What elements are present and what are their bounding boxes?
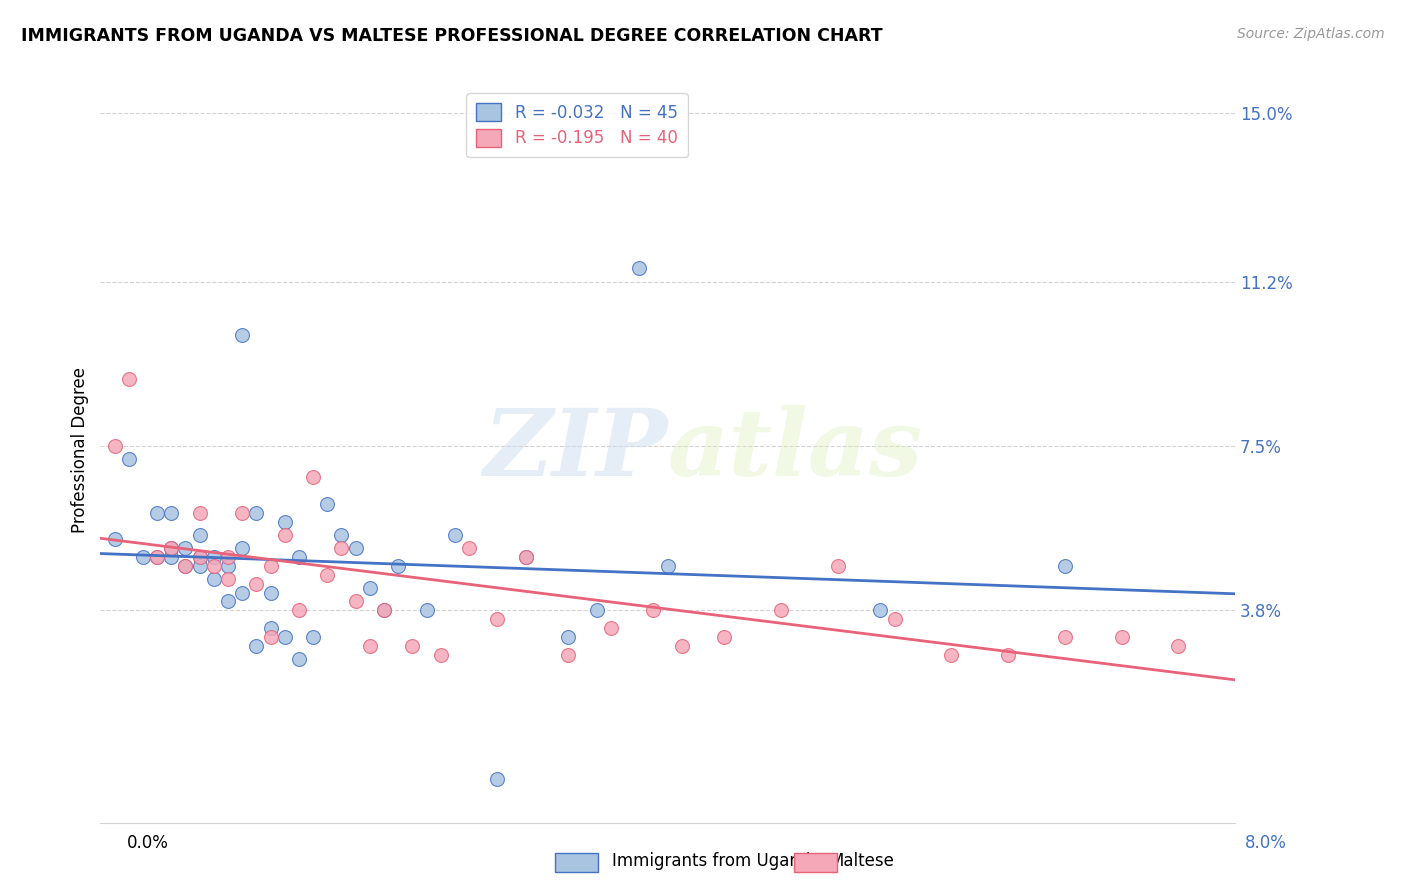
Point [188,549,211,564]
Point [359,639,381,653]
Text: ZIP: ZIP [484,406,668,495]
Point [415,603,437,617]
Point [1111,630,1133,644]
Point [217,572,239,586]
Point [231,506,253,520]
Point [302,630,325,644]
Point [486,772,509,786]
Point [941,648,963,662]
Point [515,549,537,564]
Point [146,549,169,564]
Point [160,549,183,564]
Point [274,515,297,529]
Point [373,603,395,617]
Text: atlas: atlas [668,406,922,495]
Point [585,603,607,617]
Point [827,558,849,573]
Point [217,594,239,608]
Point [274,630,297,644]
Point [288,549,311,564]
Point [245,639,267,653]
Point [557,648,579,662]
Point [330,541,353,556]
Point [344,541,367,556]
Point [557,630,579,644]
Point [997,648,1019,662]
Point [373,603,395,617]
Point [713,630,735,644]
Point [1053,630,1076,644]
Point [259,585,281,599]
Point [657,558,679,573]
Point [174,541,197,556]
Point [245,506,267,520]
Point [869,603,891,617]
Point [160,541,183,556]
Point [330,528,353,542]
Point [202,549,225,564]
Point [444,528,467,542]
Point [316,497,339,511]
Point [231,328,253,343]
Point [103,533,125,547]
Text: IMMIGRANTS FROM UGANDA VS MALTESE PROFESSIONAL DEGREE CORRELATION CHART: IMMIGRANTS FROM UGANDA VS MALTESE PROFES… [21,27,883,45]
Point [486,612,509,626]
Point [259,621,281,635]
Point [628,261,651,276]
Point [643,603,665,617]
Point [316,567,339,582]
Point [429,648,451,662]
Point [174,558,197,573]
Point [600,621,623,635]
Point [245,576,267,591]
Text: Immigrants from Uganda: Immigrants from Uganda [612,852,820,870]
Point [160,541,183,556]
Text: Maltese: Maltese [830,852,894,870]
Point [274,528,297,542]
Point [671,639,693,653]
Point [344,594,367,608]
Point [202,558,225,573]
Text: Source: ZipAtlas.com: Source: ZipAtlas.com [1237,27,1385,41]
Point [132,549,155,564]
Point [231,585,253,599]
Point [1053,558,1076,573]
Point [231,541,253,556]
Point [1167,639,1189,653]
Point [103,439,125,453]
Point [146,549,169,564]
Point [174,558,197,573]
Point [188,528,211,542]
Point [359,581,381,595]
Point [217,549,239,564]
Text: 8.0%: 8.0% [1244,834,1286,852]
Point [118,372,141,386]
Point [146,506,169,520]
Point [288,603,311,617]
Point [458,541,481,556]
Point [515,549,537,564]
Legend: R = -0.032   N = 45, R = -0.195   N = 40: R = -0.032 N = 45, R = -0.195 N = 40 [467,94,688,157]
Point [259,630,281,644]
Point [401,639,423,653]
Point [202,572,225,586]
Point [217,558,239,573]
Point [387,558,409,573]
Point [160,506,183,520]
Point [118,452,141,467]
Point [883,612,905,626]
Text: 0.0%: 0.0% [127,834,169,852]
Point [188,558,211,573]
Point [259,558,281,573]
Point [188,549,211,564]
Point [770,603,793,617]
Point [288,652,311,666]
Point [302,470,325,484]
Point [188,506,211,520]
Y-axis label: Professional Degree: Professional Degree [72,368,89,533]
